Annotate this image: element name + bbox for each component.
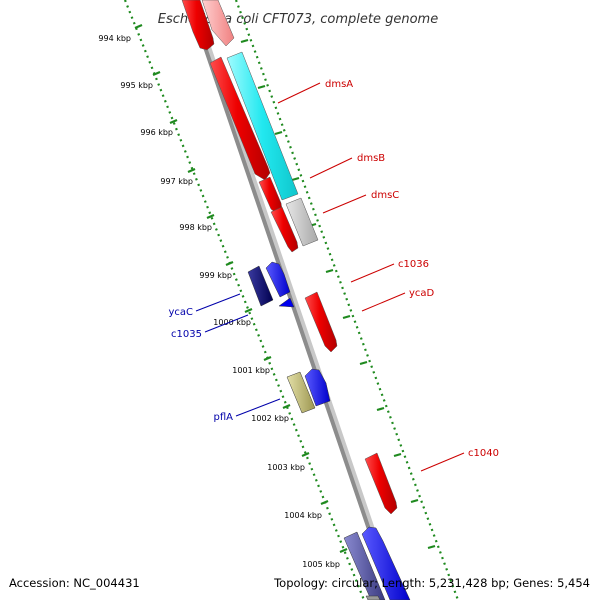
gene-label-c1036[interactable]: c1036 bbox=[398, 259, 429, 270]
tick-label-1003: 1003 kbp bbox=[267, 463, 305, 472]
kbp-tick-labels: 994 kbp 995 kbp 996 kbp 997 kbp 998 kbp … bbox=[98, 34, 340, 569]
tick-label-1000: 1000 kbp bbox=[213, 318, 251, 327]
tick-label-998: 998 kbp bbox=[179, 223, 212, 232]
gene-block-dmsA-cyan bbox=[226, 51, 299, 201]
gene-label-dmsC[interactable]: dmsC bbox=[371, 190, 399, 201]
inner-ring-ticks bbox=[134, 23, 348, 554]
tick-label-1004: 1004 kbp bbox=[284, 511, 322, 520]
gene-arrow-top-pink bbox=[201, 0, 235, 47]
forward-callout-lines bbox=[277, 82, 465, 472]
gene-label-dmsA[interactable]: dmsA bbox=[325, 79, 353, 90]
gene-arrow-c1035 bbox=[265, 261, 291, 298]
tick-label-994: 994 kbp bbox=[98, 34, 131, 43]
gene-arrow-bottom-blue bbox=[361, 526, 411, 600]
gene-block-bottom-slate bbox=[343, 531, 386, 600]
gene-block-bottom-gray bbox=[365, 595, 381, 600]
gene-arrow-c1040 bbox=[364, 452, 398, 515]
gene-label-pflA[interactable]: pflA bbox=[214, 412, 234, 423]
gene-arrow-ycaD bbox=[304, 291, 338, 353]
gene-block-pflA bbox=[286, 371, 316, 414]
tick-label-1002: 1002 kbp bbox=[251, 414, 289, 423]
tick-label-999: 999 kbp bbox=[199, 271, 232, 280]
tick-label-997: 997 kbp bbox=[160, 177, 193, 186]
accession-text: Accession: NC_004431 bbox=[9, 576, 140, 590]
gene-small-blue-triangle bbox=[278, 297, 295, 308]
tick-label-1005: 1005 kbp bbox=[302, 560, 340, 569]
gene-label-ycaC[interactable]: ycaC bbox=[168, 307, 193, 318]
gene-label-ycaD[interactable]: ycaD bbox=[409, 288, 435, 299]
gene-arrow-top-red bbox=[181, 0, 215, 51]
gene-arrow-dmsA bbox=[209, 56, 271, 181]
forward-strand-genes bbox=[181, 0, 398, 515]
genome-stats-text: Topology: circular; Length: 5,231,428 bp… bbox=[274, 576, 590, 590]
gene-arrow-pflB bbox=[304, 368, 331, 407]
gene-label-c1040[interactable]: c1040 bbox=[468, 448, 499, 459]
gene-label-dmsB[interactable]: dmsB bbox=[357, 153, 385, 164]
reverse-callout-lines bbox=[195, 293, 281, 417]
tick-label-995: 995 kbp bbox=[120, 81, 153, 90]
tick-label-996: 996 kbp bbox=[140, 128, 173, 137]
gene-labels: dmsA dmsB dmsC c1036 ycaD c1040 ycaC c10… bbox=[168, 79, 498, 459]
reverse-strand-genes bbox=[247, 261, 411, 600]
gene-label-c1035[interactable]: c1035 bbox=[171, 329, 202, 340]
gene-arrow-dmsC bbox=[270, 206, 299, 253]
tick-label-1001: 1001 kbp bbox=[232, 366, 270, 375]
gene-block-ycaC bbox=[247, 265, 274, 307]
gene-block-dmsB-gray bbox=[285, 197, 319, 247]
outer-dotted-ring bbox=[234, 0, 460, 600]
